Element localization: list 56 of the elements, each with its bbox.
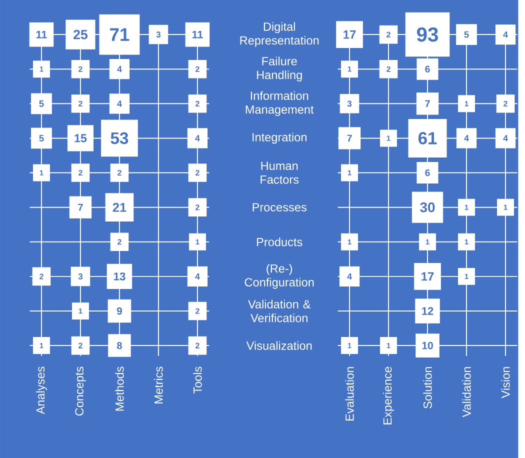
y-tick-label: Processes <box>252 203 306 212</box>
data-label: 21 <box>112 202 126 212</box>
data-label: 4 <box>117 66 122 72</box>
data-label: 3 <box>347 100 352 107</box>
y-tick-label: Visualization <box>246 341 312 350</box>
x-tick-label: Analyses <box>36 366 47 414</box>
x-tick-label: Evaluation <box>345 367 354 420</box>
y-tick-label: Products <box>257 238 302 246</box>
data-label: 4 <box>503 135 508 142</box>
data-label: 25 <box>74 30 88 40</box>
data-label: 6 <box>425 169 430 176</box>
x-tick-label: Experience <box>383 366 394 424</box>
data-label: 4 <box>195 135 200 142</box>
y-tick-label: Human Factors <box>260 162 299 184</box>
data-label: 9 <box>116 307 122 315</box>
data-label: 30 <box>420 202 435 212</box>
x-tick-label: Validation <box>462 367 471 418</box>
data-label: 5 <box>39 100 44 107</box>
data-label: 3 <box>156 31 161 38</box>
y-tick-label: (Re-) Configuration <box>244 264 314 289</box>
x-tick-label: Tools <box>193 366 202 394</box>
x-tick-label: Solution <box>423 367 432 408</box>
data-label: 17 <box>344 30 356 39</box>
x-tick-label: Methods <box>115 366 124 411</box>
data-label: 4 <box>503 31 508 38</box>
data-label: 7 <box>78 204 83 211</box>
y-tick-label: Information Management <box>246 91 314 116</box>
data-label: 8 <box>117 342 122 350</box>
data-label: 17 <box>422 272 434 281</box>
data-label: 5 <box>464 31 469 38</box>
y-tick-label: Integration <box>252 132 306 144</box>
x-tick-label: Concepts <box>75 366 86 416</box>
data-label: 13 <box>114 272 126 280</box>
data-label: 71 <box>110 28 130 41</box>
x-tick-label: Metrics <box>154 366 163 404</box>
data-label: 4 <box>117 100 122 107</box>
data-label: 4 <box>195 273 200 280</box>
data-label: 12 <box>422 307 434 315</box>
data-label: 10 <box>422 342 433 350</box>
x-tick-label: Vision <box>501 367 510 398</box>
data-label: 3 <box>78 273 83 280</box>
data-label: 4 <box>464 135 469 142</box>
data-label: 11 <box>36 30 47 38</box>
data-label: 93 <box>416 27 438 42</box>
y-tick-label: Failure Handling <box>257 56 302 82</box>
data-label: 7 <box>425 100 430 107</box>
data-label: 5 <box>39 134 44 142</box>
data-label: 6 <box>425 66 430 72</box>
data-label: 11 <box>192 30 203 38</box>
data-label: 7 <box>347 134 352 142</box>
y-tick-label: Validation & Verification <box>248 300 311 322</box>
data-label: 4 <box>347 273 352 280</box>
data-label: 53 <box>110 132 128 144</box>
data-label: 15 <box>74 134 87 142</box>
y-tick-label: Digital Representation <box>240 22 319 47</box>
data-label: 61 <box>418 132 437 144</box>
